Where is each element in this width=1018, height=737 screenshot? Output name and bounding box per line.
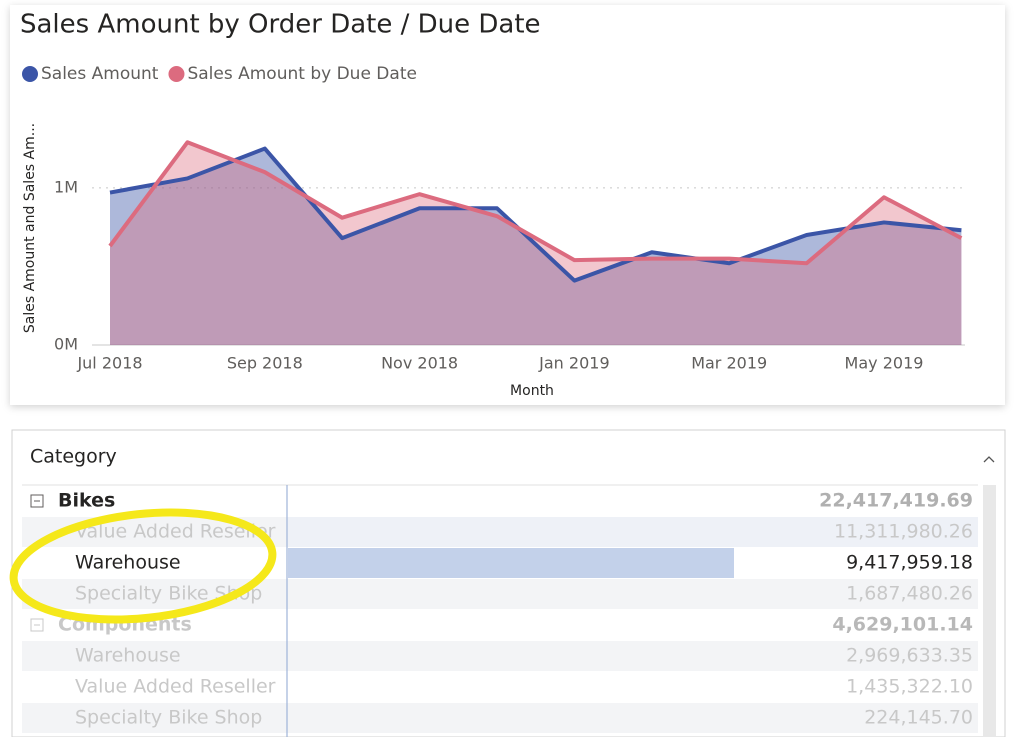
row-label: Warehouse <box>75 552 181 574</box>
highlight-annotation <box>9 508 277 624</box>
y-axis-label: Sales Amount and Sales Am... <box>22 123 38 333</box>
legend-swatch <box>22 66 38 82</box>
group-label: Bikes <box>58 490 115 512</box>
row-label: Value Added Reseller <box>75 521 276 543</box>
y-tick-label: 0M <box>54 335 78 354</box>
matrix-rows: Bikes 22,417,419.69 Value Added Reseller 11… <box>22 490 978 733</box>
selected-bar <box>288 548 734 578</box>
row-value: 1,435,322.10 <box>846 676 973 698</box>
row-value: 9,417,959.18 <box>846 552 973 574</box>
row-label: Value Added Reseller <box>75 676 276 698</box>
y-tick-label: 1M <box>54 177 78 196</box>
x-tick-label: May 2019 <box>845 354 924 373</box>
legend-swatch <box>168 66 185 82</box>
legend-label: Sales Amount <box>41 64 159 84</box>
x-axis-label: Month <box>510 383 554 399</box>
plot: 0M 1M Jul 2018 Sep 2018 Nov 2018 Jan 2019 Mar … <box>22 64 965 373</box>
legend-label: Sales Amount by Due Date <box>187 64 416 84</box>
x-tick-label: Jan 2019 <box>538 354 609 373</box>
x-tick-label: Jul 2018 <box>76 354 142 373</box>
scrollbar[interactable] <box>983 485 996 737</box>
row-value: 224,145.70 <box>864 707 973 729</box>
row-value: 1,687,480.26 <box>846 583 973 605</box>
row-band <box>22 579 978 609</box>
row-band <box>22 641 978 671</box>
row-band <box>22 703 978 733</box>
row-value: 11,311,980.26 <box>834 521 973 543</box>
chart-title: Sales Amount by Order Date / Due Date <box>20 10 541 40</box>
group-total: 4,629,101.14 <box>832 614 973 636</box>
row-band <box>288 517 978 547</box>
line <box>109 146 962 283</box>
x-tick-label: Sep 2018 <box>227 354 303 373</box>
scroll-up[interactable] <box>983 456 995 463</box>
row-label: Specialty Bike Shop <box>75 707 262 729</box>
row-value: 2,969,633.35 <box>846 645 973 667</box>
row-label: Warehouse <box>75 645 181 667</box>
collapse-icon <box>30 618 44 632</box>
matrix-header: Category <box>30 446 117 468</box>
x-tick-label: Mar 2019 <box>691 354 767 373</box>
collapse-icon <box>30 494 44 508</box>
line <box>108 140 963 266</box>
x-tick-label: Nov 2018 <box>381 354 458 373</box>
group-total: 22,417,419.69 <box>819 490 973 512</box>
